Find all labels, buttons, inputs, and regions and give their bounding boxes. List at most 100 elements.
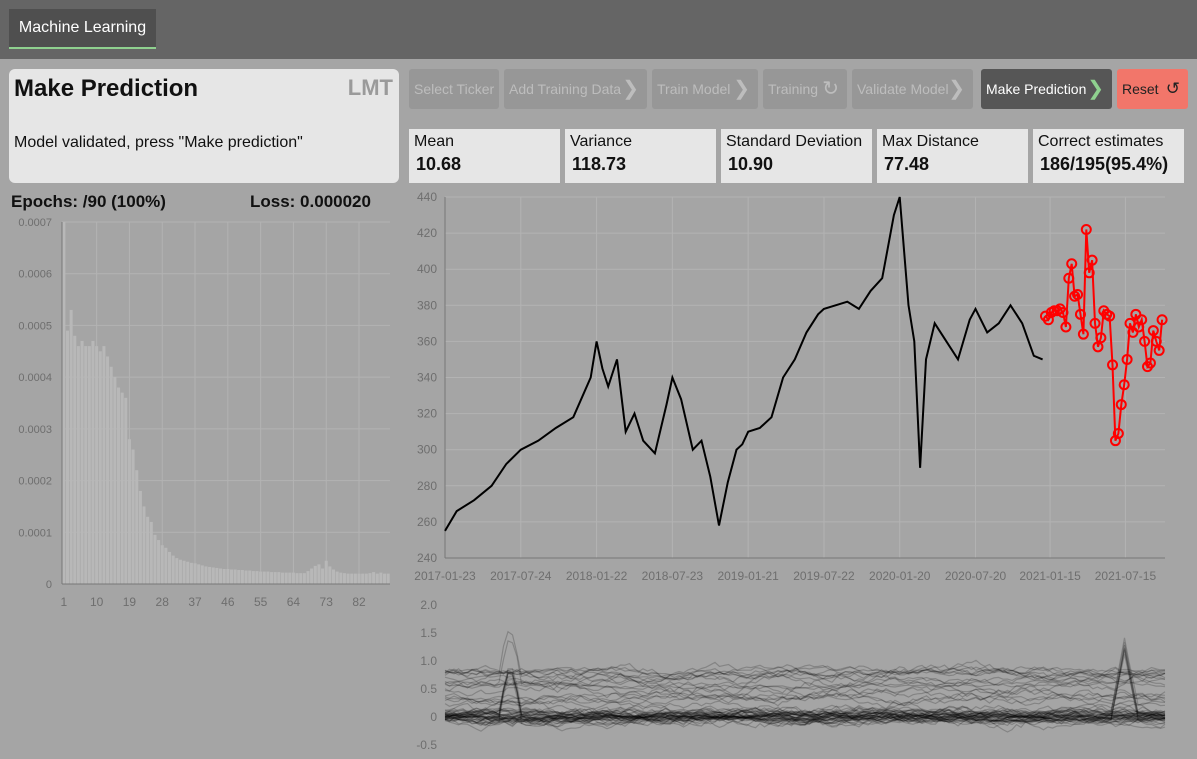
feature-trace-line bbox=[444, 644, 1166, 727]
prediction-point bbox=[1089, 317, 1101, 329]
validate-model-button[interactable]: Validate Model ❯ bbox=[852, 69, 973, 109]
x-tick-label: 2018-01-22 bbox=[566, 569, 628, 583]
prediction-point bbox=[1104, 310, 1116, 322]
loss-bar bbox=[204, 566, 208, 584]
loss-bar bbox=[291, 572, 295, 584]
prediction-point bbox=[1136, 314, 1148, 326]
loss-bar bbox=[200, 565, 204, 584]
train-model-button[interactable]: Train Model ❯ bbox=[652, 69, 758, 109]
training-button[interactable]: Training ↻ bbox=[763, 69, 847, 109]
x-tick-label: 82 bbox=[352, 595, 366, 609]
x-tick-label: 2020-01-20 bbox=[869, 569, 931, 583]
refresh-icon: ↻ bbox=[822, 78, 839, 100]
loss-bar bbox=[208, 566, 212, 584]
prediction-point bbox=[1083, 267, 1095, 279]
loss-bar bbox=[186, 561, 190, 584]
prediction-point bbox=[1139, 335, 1151, 347]
feature-trace-line bbox=[444, 684, 1166, 707]
loss-bar bbox=[211, 567, 215, 584]
x-tick-label: 55 bbox=[254, 595, 268, 609]
loss-bar bbox=[69, 309, 73, 584]
feature-trace-line bbox=[444, 707, 1166, 719]
reset-button[interactable]: Reset ↺ bbox=[1117, 69, 1188, 109]
make-prediction-button[interactable]: Make Prediction ❯ bbox=[981, 69, 1112, 109]
feature-trace-line bbox=[444, 708, 1166, 732]
feature-trace-line bbox=[444, 716, 1166, 723]
feature-trace-line bbox=[444, 665, 1166, 681]
feature-trace-line bbox=[444, 709, 1166, 731]
stat-value: 10.68 bbox=[416, 154, 462, 174]
loss-bar bbox=[109, 366, 113, 584]
feature-trace-line bbox=[444, 712, 1166, 724]
step-label: Training bbox=[768, 81, 819, 97]
loss-bar bbox=[120, 392, 124, 584]
loss-bar bbox=[302, 573, 306, 584]
step-label: Select Ticker bbox=[414, 81, 495, 97]
add-training-data-button[interactable]: Add Training Data ❯ bbox=[504, 69, 647, 109]
x-tick-label: 2019-01-21 bbox=[717, 569, 779, 583]
y-tick-label: 0.0006 bbox=[18, 269, 52, 281]
loss-bar bbox=[353, 573, 357, 584]
tab-machine-learning[interactable]: Machine Learning bbox=[9, 9, 156, 49]
loss-bar bbox=[335, 571, 339, 584]
x-tick-label: 1 bbox=[60, 595, 67, 609]
loss-bar bbox=[87, 346, 91, 584]
y-tick-label: 0.0007 bbox=[18, 217, 52, 229]
loss-bar bbox=[364, 573, 368, 584]
top-navbar: Machine Learning bbox=[0, 0, 1197, 59]
feature-trace-line bbox=[444, 678, 1166, 725]
feature-trace-line bbox=[444, 708, 1166, 721]
select-ticker-button[interactable]: Select Ticker bbox=[409, 69, 499, 109]
prediction-point bbox=[1112, 427, 1124, 439]
loss-bar bbox=[331, 569, 336, 584]
x-tick-label: 73 bbox=[320, 595, 334, 609]
stat-max-distance: Max Distance 77.48 bbox=[877, 129, 1028, 183]
feature-trace-line bbox=[444, 710, 1166, 720]
loss-bar bbox=[113, 377, 117, 584]
loss-bar bbox=[142, 506, 146, 584]
feature-trace-line bbox=[444, 672, 1166, 725]
loss-bar bbox=[80, 340, 84, 584]
x-tick-label: 2019-07-22 bbox=[793, 569, 855, 583]
prediction-point bbox=[1080, 223, 1092, 235]
y-tick-label: 0 bbox=[46, 579, 52, 591]
feature-trace-line bbox=[444, 707, 1166, 725]
stat-variance: Variance 118.73 bbox=[565, 129, 716, 183]
prediction-point bbox=[1156, 314, 1168, 326]
loss-bar bbox=[229, 569, 233, 584]
loss-bar bbox=[240, 570, 244, 584]
prediction-point bbox=[1153, 344, 1165, 356]
x-tick-label: 64 bbox=[287, 595, 301, 609]
loss-bar bbox=[270, 572, 274, 584]
loss-bar bbox=[157, 540, 161, 584]
x-tick-label: 37 bbox=[188, 595, 202, 609]
loss-bar bbox=[233, 569, 237, 584]
prediction-point bbox=[1147, 325, 1159, 337]
y-tick-label: 320 bbox=[417, 407, 437, 421]
loss-bar bbox=[357, 573, 361, 584]
feature-trace-line bbox=[444, 671, 1166, 688]
stat-value: 77.48 bbox=[884, 154, 930, 174]
loss-bar bbox=[339, 572, 343, 584]
loss-bar bbox=[295, 573, 299, 584]
stat-value: 186/195(95.4%) bbox=[1040, 154, 1169, 174]
actual-price-line bbox=[444, 196, 1043, 532]
loss-bar bbox=[255, 571, 259, 584]
x-tick-label: 2017-01-23 bbox=[414, 569, 476, 583]
loss-bar bbox=[76, 346, 80, 584]
stat-label: Variance bbox=[570, 133, 632, 150]
stat-label: Standard Deviation bbox=[726, 133, 863, 150]
loss-bar bbox=[280, 572, 285, 584]
feature-trace-line bbox=[444, 709, 1166, 727]
y-tick-label: 280 bbox=[417, 479, 437, 493]
stat-mean: Mean 10.68 bbox=[409, 129, 560, 183]
loss-bar bbox=[171, 555, 175, 584]
stat-label: Correct estimates bbox=[1038, 133, 1164, 150]
feature-trace-line bbox=[444, 698, 1166, 718]
loss-bar bbox=[95, 346, 99, 584]
y-tick-label: 1.5 bbox=[420, 626, 437, 640]
x-tick-label: 2021-01-15 bbox=[1019, 569, 1081, 583]
chevron-right-icon: ❯ bbox=[1087, 78, 1104, 100]
loss-bar bbox=[175, 558, 179, 584]
stat-standard-deviation: Standard Deviation 10.90 bbox=[721, 129, 872, 183]
